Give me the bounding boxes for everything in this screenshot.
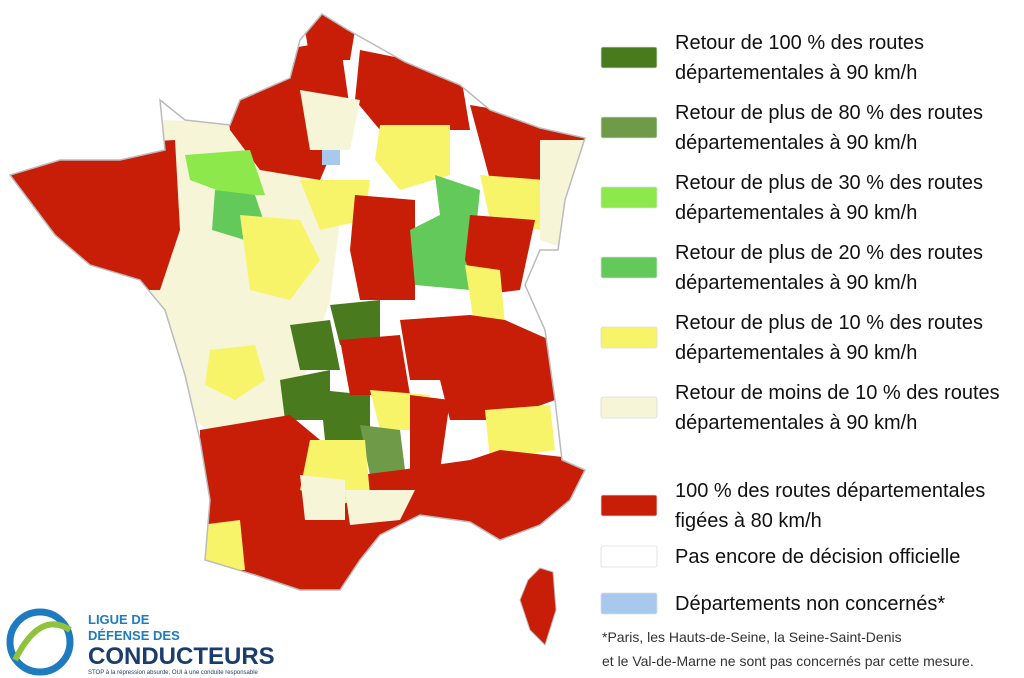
legend-label: départementales à 90 km/h [675,272,917,294]
legend-swatch [600,326,658,349]
department-area [150,120,340,440]
legend-swatch [600,494,658,517]
legend-swatch [600,545,658,568]
department-area [465,265,505,330]
department-area [485,405,555,460]
legend-swatch [600,116,658,139]
department-area [410,175,480,290]
department-area [355,50,470,130]
department-area [10,140,180,290]
department-area [300,475,345,520]
department-area [480,175,545,230]
logo-title: CONDUCTEURS [88,643,275,670]
department-area [400,315,555,420]
department-area [322,150,340,165]
department-area [330,300,380,345]
department-area [360,425,405,475]
legend-label: Pas encore de décision officielle [675,546,960,568]
department-area [300,180,370,230]
legend-label: Retour de moins de 10 % des routes [675,382,1000,404]
legend-label: 100 % des routes départementales [675,480,985,502]
logo-text: DÉFENSE DES [88,628,180,643]
legend-label: Retour de plus de 80 % des routes [675,102,983,124]
department-area [280,370,330,420]
legend-swatch [600,186,658,209]
legend-label: Retour de plus de 30 % des routes [675,172,983,194]
department-area [290,320,340,370]
department-area [410,395,450,470]
footnote: *Paris, les Hauts-de-Seine, la Seine-Sai… [602,629,902,645]
legend-label: départementales à 90 km/h [675,62,917,84]
department-area [320,390,370,440]
legend-label: Retour de plus de 10 % des routes [675,312,983,334]
department-area [240,215,320,300]
legend-swatch [600,46,658,69]
france-mainland [10,14,585,590]
logo-ring [6,608,74,676]
department-area [200,520,245,570]
legend-label: Départements non concernés* [675,593,945,615]
department-area [340,335,410,395]
department-area [300,90,360,150]
logo: LIGUE DE DÉFENSE DES CONDUCTEURS STOP à … [6,608,275,676]
legend-label: Retour de plus de 20 % des routes [675,242,983,264]
legend-label: départementales à 90 km/h [675,412,917,434]
department-area [540,140,585,250]
department-area [375,125,450,190]
department-area [350,195,415,300]
footnote: et le Val-de-Marne ne sont pas concernés… [602,653,974,669]
department-area [185,150,265,195]
corsica [519,567,557,646]
logo-road [12,621,72,662]
legend-label: départementales à 90 km/h [675,202,917,224]
logo-tagline: STOP à la répression absurde, OUI à une … [88,670,259,676]
legend-swatch [600,592,658,615]
legend-swatch [600,396,658,419]
legend-label: départementales à 90 km/h [675,132,917,154]
department-area [345,490,415,525]
logo-text: LIGUE DE [88,612,150,627]
legend-label: figées à 80 km/h [675,510,822,532]
department-area [205,345,265,400]
legend-label: départementales à 90 km/h [675,342,917,364]
legend-label: Retour de 100 % des routes [675,32,924,54]
legend-swatch [600,256,658,279]
